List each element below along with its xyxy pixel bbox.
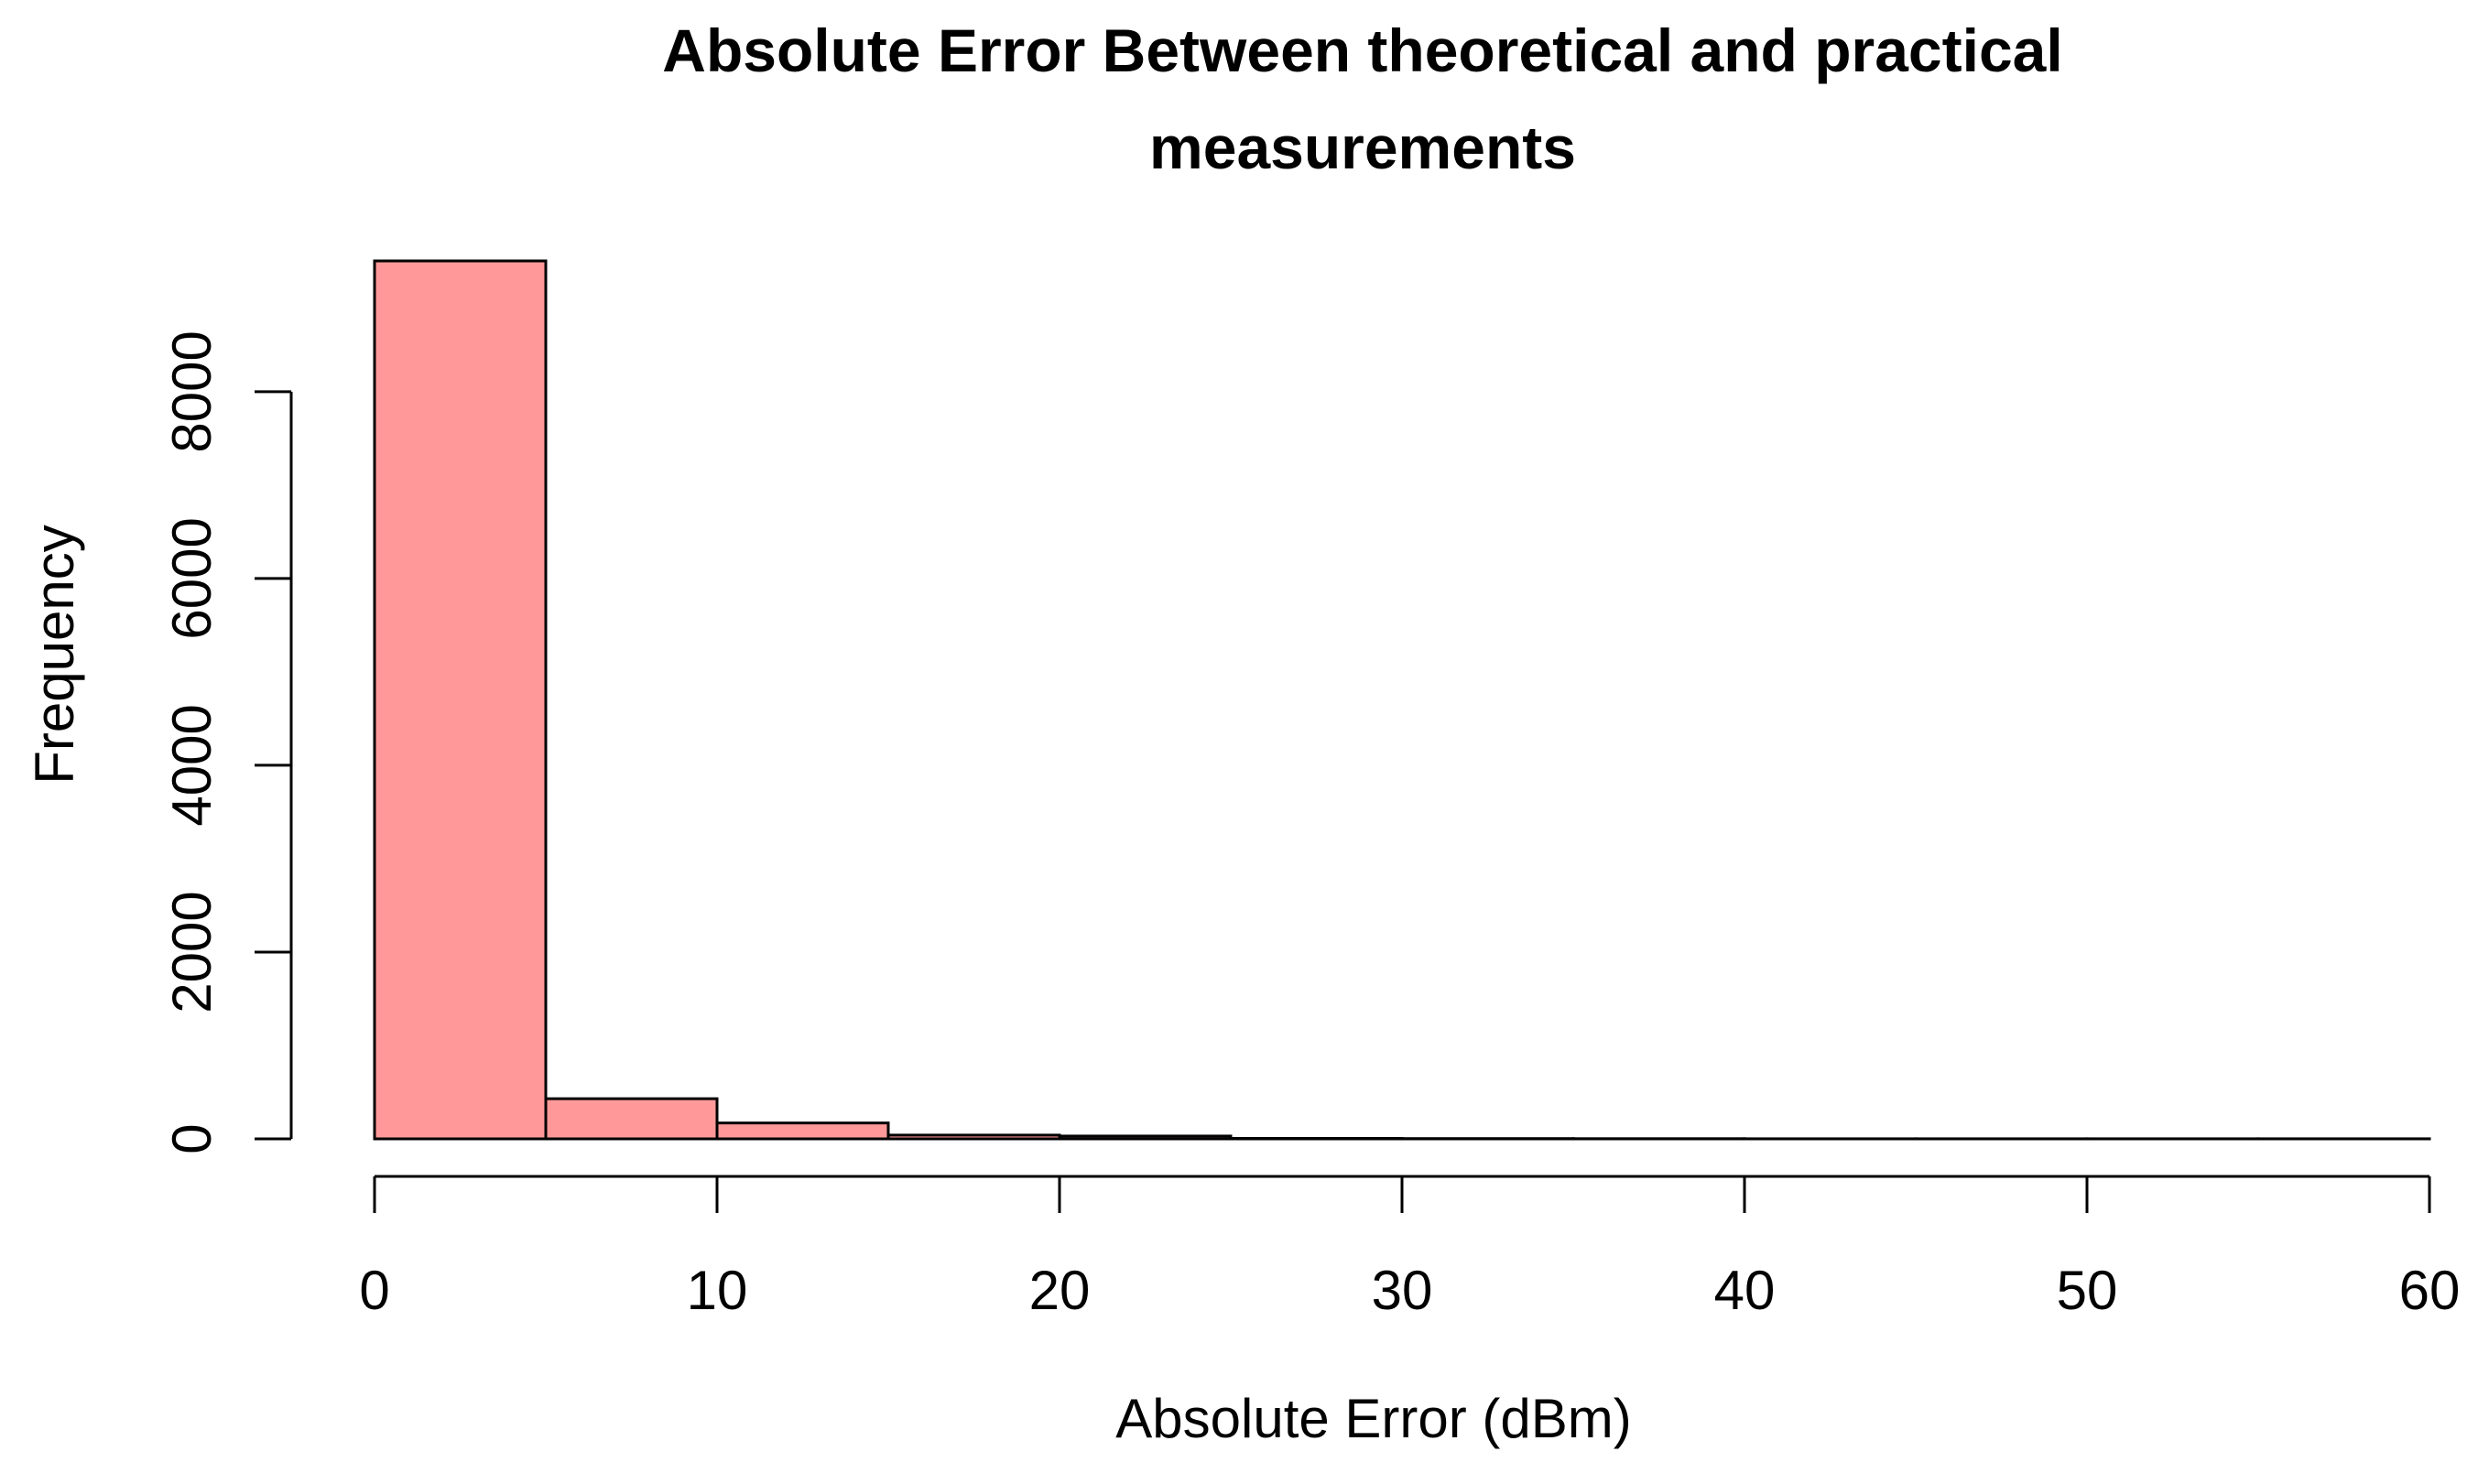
x-tick-label: 60 — [2399, 1260, 2461, 1321]
y-axis-label: Frequency — [24, 525, 85, 784]
y-tick-label: 2000 — [161, 891, 223, 1013]
histogram-bar — [1058, 1134, 1233, 1141]
y-tick-label: 4000 — [161, 704, 223, 826]
y-axis: 0 2000 4000 6000 8000 — [161, 330, 293, 1154]
x-tick-label: 20 — [1029, 1260, 1091, 1321]
x-tick-label: 10 — [687, 1260, 748, 1321]
chart-title-line-2: measurements — [1149, 114, 1576, 181]
chart-title-line-1: Absolute Error Between theoretical and p… — [662, 16, 2062, 84]
x-axis-label: Absolute Error (dBm) — [1115, 1388, 1632, 1449]
y-tick-label: 0 — [161, 1123, 223, 1154]
histogram-bar — [886, 1133, 1061, 1141]
bars-group — [373, 259, 2431, 1141]
y-tick-label: 8000 — [161, 330, 223, 452]
x-tick-label: 40 — [1714, 1260, 1776, 1321]
histogram-bar — [1229, 1136, 1404, 1141]
histogram-bar — [373, 259, 548, 1141]
x-tick-label: 30 — [1372, 1260, 1433, 1321]
x-tick-label: 0 — [359, 1260, 389, 1321]
histogram-bar — [715, 1121, 890, 1141]
x-tick-label: 50 — [2057, 1260, 2118, 1321]
x-axis: 0 10 20 30 40 50 60 — [359, 1175, 2461, 1321]
y-tick-label: 6000 — [161, 517, 223, 639]
histogram-bar — [544, 1097, 719, 1141]
